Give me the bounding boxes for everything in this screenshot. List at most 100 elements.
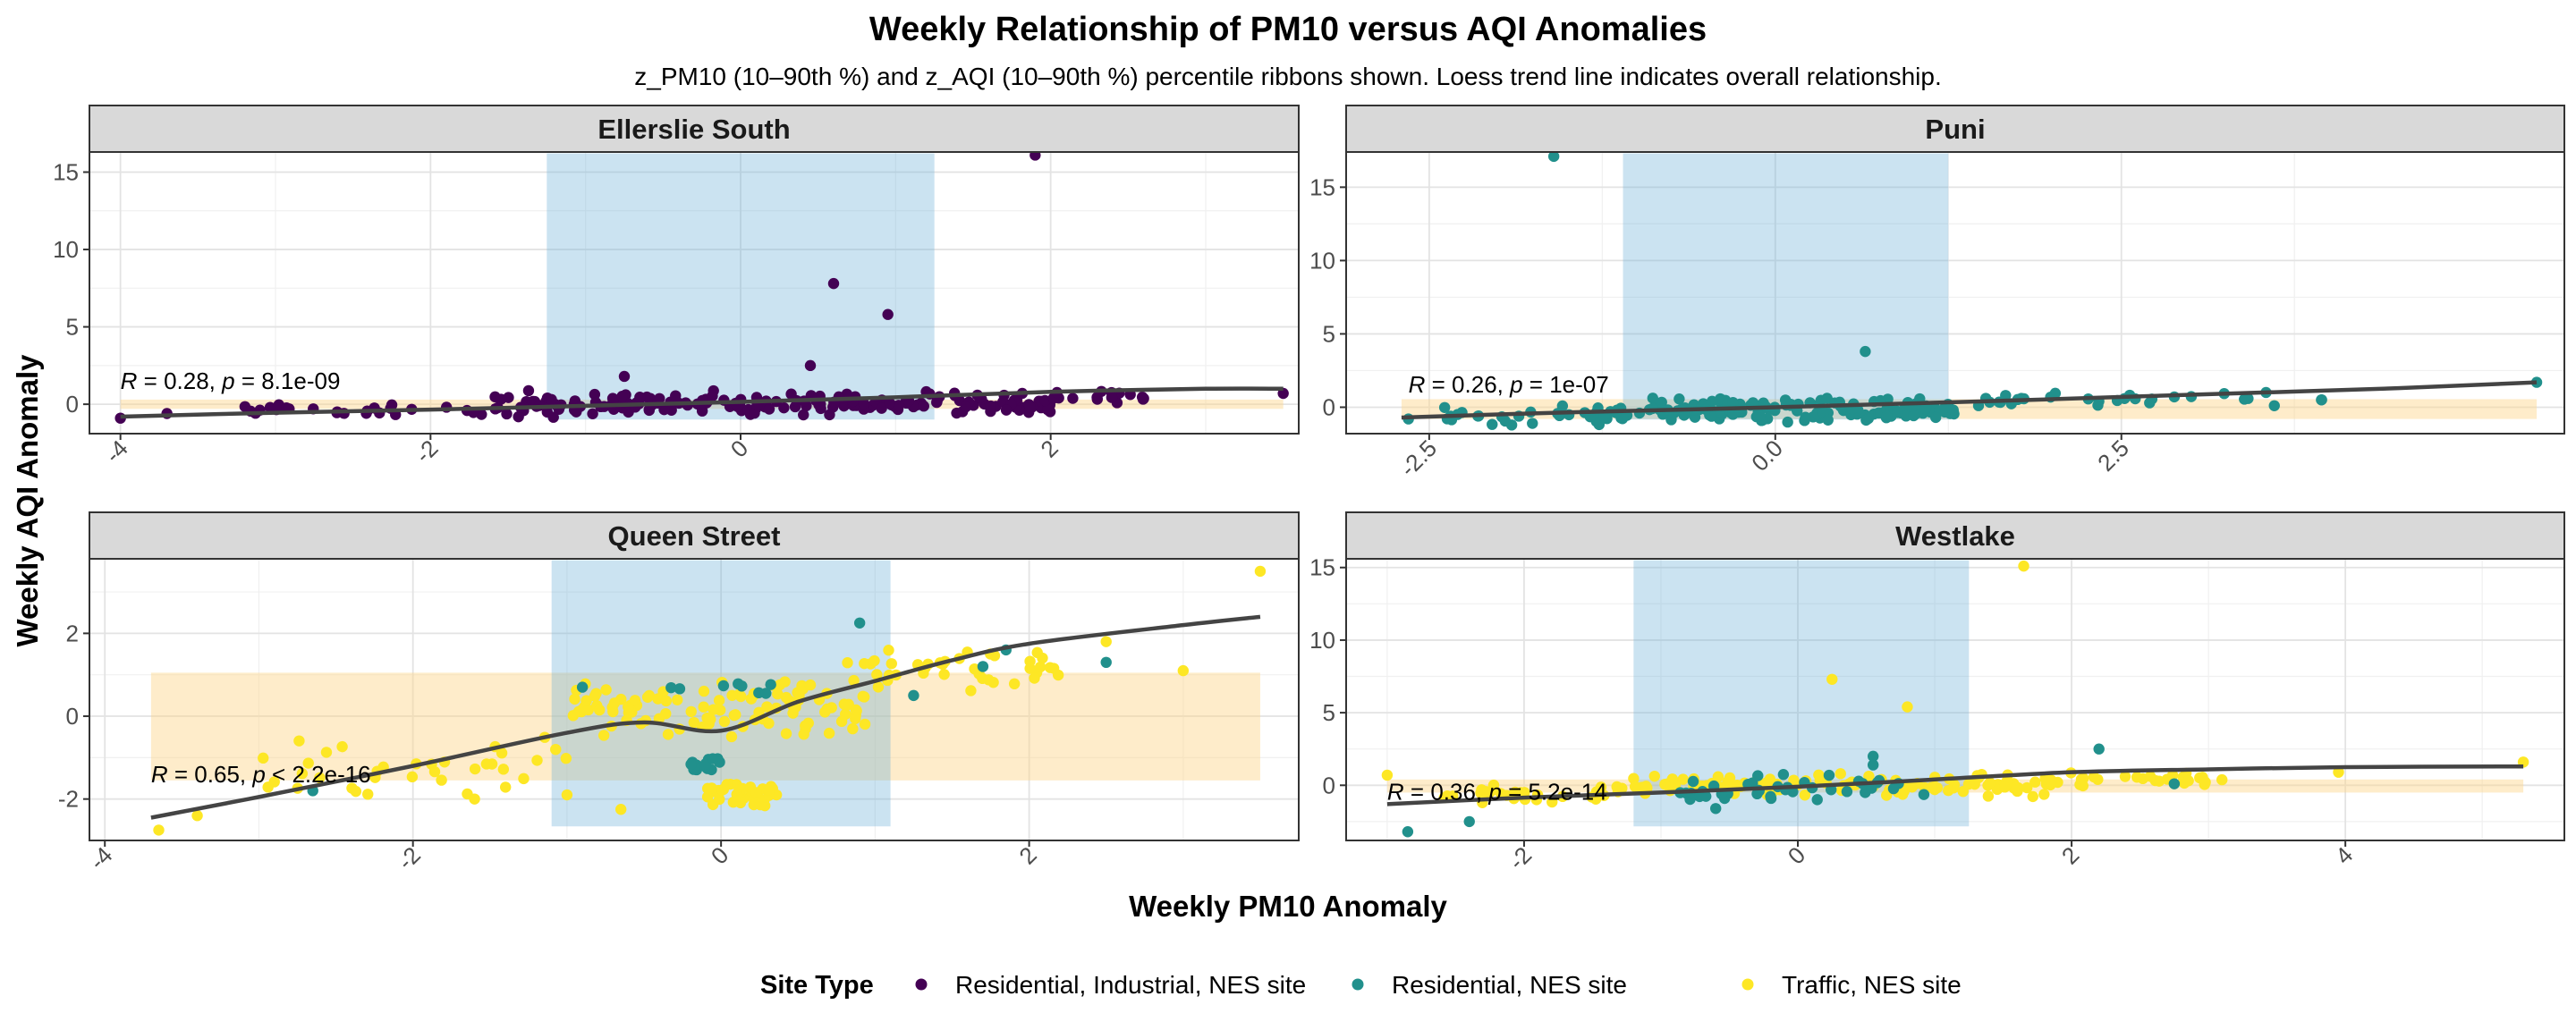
data-point <box>754 798 767 811</box>
data-point <box>1254 565 1267 578</box>
data-point <box>713 695 725 706</box>
data-point <box>735 690 747 703</box>
legend-swatch <box>915 978 928 991</box>
data-point <box>1822 414 1834 426</box>
data-point <box>706 782 717 794</box>
data-point <box>763 403 775 415</box>
data-point <box>302 757 314 769</box>
data-point <box>2119 771 2131 782</box>
data-point <box>1640 781 1652 792</box>
data-point <box>614 804 627 815</box>
data-point <box>893 400 904 411</box>
legend-item: Residential, NES site <box>1352 971 1627 999</box>
data-point <box>1908 409 1919 422</box>
data-point <box>853 617 866 629</box>
data-point <box>1138 393 1149 404</box>
y-tick-label: 2 <box>66 620 79 646</box>
data-point <box>1659 779 1671 790</box>
data-point <box>884 397 895 409</box>
data-point <box>2092 773 2104 785</box>
data-point <box>607 393 620 405</box>
data-point <box>708 704 719 715</box>
data-point <box>1024 401 1037 413</box>
data-point <box>2045 778 2056 789</box>
facet-strip <box>89 105 1300 153</box>
data-point <box>726 689 738 701</box>
data-point <box>969 663 980 675</box>
data-point <box>662 729 674 740</box>
y-tick-label: 5 <box>1323 699 1335 726</box>
y-tick-label: 10 <box>1309 247 1335 274</box>
data-point <box>1926 781 1937 793</box>
data-point <box>1777 769 1790 781</box>
x-tick-label: -2 <box>410 435 444 469</box>
data-point <box>587 408 598 420</box>
legend-item: Residential, Industrial, NES site <box>915 971 1306 999</box>
data-point <box>2199 779 2210 790</box>
legend-item: Traffic, NES site <box>1741 971 1962 999</box>
legend-label: Residential, Industrial, NES site <box>955 971 1306 999</box>
data-point <box>762 784 775 796</box>
data-point <box>882 308 894 320</box>
data-point <box>1687 775 1699 788</box>
data-point <box>802 717 814 729</box>
data-point <box>1546 796 1558 808</box>
data-point <box>1476 784 1487 796</box>
data-point <box>1611 781 1623 793</box>
data-point <box>1892 407 1903 418</box>
data-point <box>778 401 790 414</box>
data-point <box>1984 777 1996 789</box>
data-point <box>883 645 894 656</box>
data-point <box>1648 770 1661 782</box>
panel-background <box>89 152 1299 434</box>
x-tick-label: 0 <box>706 841 733 869</box>
data-point <box>320 747 333 758</box>
data-point <box>705 713 716 725</box>
data-point <box>798 409 809 421</box>
y-tick-label: 15 <box>53 159 79 186</box>
data-point <box>495 393 507 405</box>
data-point <box>850 704 862 716</box>
data-point <box>1677 773 1689 785</box>
data-point <box>1765 790 1776 803</box>
data-point <box>672 694 683 705</box>
data-point <box>1678 409 1690 421</box>
data-point <box>1547 152 1560 163</box>
data-point <box>1584 410 1597 423</box>
data-point <box>296 768 309 780</box>
data-point <box>262 781 274 793</box>
loess-trend-line <box>150 614 1261 820</box>
data-point <box>1031 646 1043 659</box>
data-point <box>1106 392 1118 403</box>
data-point <box>1030 152 1041 161</box>
panel-border <box>1345 151 2565 435</box>
x-percentile-ribbon <box>547 153 935 420</box>
data-point <box>1897 789 1909 800</box>
data-point <box>1747 397 1759 409</box>
data-point <box>1947 404 1959 416</box>
data-point <box>258 752 269 764</box>
data-point <box>2000 390 2012 401</box>
data-point <box>1867 759 1879 771</box>
data-point <box>1499 415 1512 427</box>
data-point <box>977 661 989 672</box>
data-point <box>2018 560 2029 572</box>
data-point <box>685 705 697 718</box>
correlation-annotation: R = 0.26, p = 1e-07 <box>1409 371 1609 398</box>
data-point <box>569 693 580 705</box>
chart-subtitle: z_PM10 (10–90th %) and z_AQI (10–90th %)… <box>634 63 1942 90</box>
data-point <box>1598 410 1610 423</box>
data-point <box>1860 345 1871 358</box>
data-point <box>983 674 995 686</box>
panel-background <box>1346 559 2564 840</box>
data-point <box>698 685 710 697</box>
data-point <box>597 730 610 741</box>
y-tick-label: 5 <box>1323 320 1335 347</box>
data-point <box>965 685 977 697</box>
data-point <box>707 390 718 402</box>
correlation-annotation: R = 0.28, p = 8.1e-09 <box>121 367 341 394</box>
data-point <box>2021 781 2033 794</box>
data-point <box>1982 790 1995 802</box>
data-point <box>685 758 697 771</box>
